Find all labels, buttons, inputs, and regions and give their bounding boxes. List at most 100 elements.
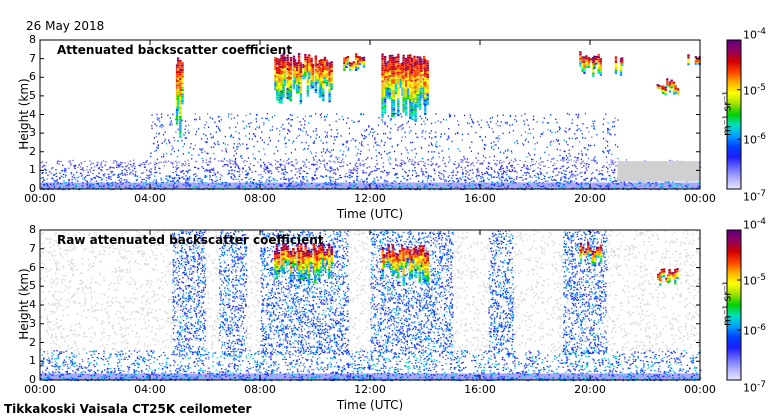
- bl-pixel: [337, 184, 340, 186]
- bl-pixel: [237, 164, 239, 167]
- bl-pixel: [525, 172, 528, 174]
- echo-pixel: [581, 154, 583, 157]
- cloud-pixel: [292, 57, 296, 60]
- bl-pixel: [339, 176, 342, 179]
- bl-pixel: [375, 185, 378, 188]
- bl-pixel: [140, 181, 143, 183]
- echo-pixel: [563, 157, 565, 159]
- cloud-pixel: [418, 90, 422, 93]
- bl-pixel: [477, 167, 479, 169]
- bl-pixel: [660, 186, 663, 188]
- bl-pixel: [382, 185, 385, 187]
- echo-pixel: [312, 130, 314, 132]
- bl-pixel: [81, 185, 84, 187]
- bl-pixel: [555, 185, 557, 187]
- bl-pixel: [110, 170, 112, 173]
- cloud-pixel: [283, 70, 287, 73]
- echo-pixel: [529, 132, 532, 135]
- bl-pixel: [575, 183, 578, 185]
- cloud-pixel: [288, 84, 291, 87]
- bl-pixel: [282, 160, 285, 162]
- cloud-pixel: [322, 76, 325, 79]
- cloud-pixel: [410, 86, 414, 89]
- cloud-pixel: [404, 60, 408, 63]
- cloud-pixel: [330, 76, 333, 79]
- echo-pixel: [461, 133, 464, 136]
- cloud-pixel: [404, 113, 408, 116]
- cloud-pixel: [587, 65, 591, 68]
- cloud-pixel: [354, 64, 358, 67]
- echo-pixel: [326, 141, 328, 144]
- echo-pixel: [609, 132, 611, 135]
- cloud-pixel: [316, 65, 319, 68]
- bl-pixel: [404, 170, 406, 173]
- cloud-pixel: [318, 66, 322, 69]
- bl-pixel: [267, 171, 270, 174]
- bl-pixel: [64, 185, 67, 187]
- bl-pixel: [322, 186, 324, 188]
- bl-pixel: [100, 184, 103, 187]
- bl-pixel: [479, 180, 481, 183]
- bl-pixel: [108, 184, 110, 186]
- bl-pixel: [555, 168, 557, 170]
- bl-pixel: [193, 185, 195, 188]
- cloud-pixel: [381, 104, 384, 107]
- bl-pixel: [535, 160, 538, 163]
- bl-pixel: [606, 171, 609, 173]
- cloud-pixel: [311, 68, 315, 71]
- cloud-pixel: [288, 80, 291, 83]
- bl-pixel: [556, 160, 559, 162]
- bl-pixel: [476, 168, 478, 171]
- bl-pixel: [267, 167, 269, 170]
- bl-pixel: [508, 175, 510, 178]
- bl-pixel: [209, 169, 211, 171]
- noise-pixel: [464, 345, 467, 348]
- cloud-pixel: [343, 68, 346, 71]
- cloud-pixel: [583, 63, 586, 66]
- bl-pixel: [250, 177, 252, 179]
- echo-pixel: [607, 141, 609, 143]
- cloud-pixel: [280, 65, 283, 68]
- bl-pixel: [329, 171, 331, 173]
- bl-pixel: [362, 172, 364, 174]
- echo-pixel: [229, 127, 231, 129]
- bl-pixel: [420, 168, 423, 170]
- cloud-pixel: [278, 81, 281, 84]
- bl-pixel: [414, 167, 416, 169]
- bl-pixel: [63, 180, 65, 182]
- echo-pixel: [357, 120, 359, 123]
- cloud-pixel: [345, 59, 348, 62]
- cloud-pixel: [397, 69, 400, 72]
- bl-pixel: [632, 187, 635, 189]
- echo-pixel: [584, 112, 587, 115]
- bl-pixel: [532, 170, 534, 173]
- bl-pixel: [482, 185, 485, 187]
- cloud-pixel: [179, 131, 182, 134]
- bl-pixel: [417, 161, 420, 163]
- echo-pixel: [432, 156, 434, 159]
- echo-pixel: [497, 124, 499, 127]
- cloud-pixel: [282, 68, 285, 71]
- bl-pixel: [318, 166, 321, 168]
- cloud-pixel: [402, 63, 405, 66]
- echo-pixel: [585, 154, 587, 156]
- echo-pixel: [171, 123, 173, 126]
- cloud-pixel: [687, 63, 690, 66]
- bl-pixel: [525, 174, 527, 176]
- cloud-pixel: [595, 62, 598, 65]
- bl-pixel: [575, 161, 577, 163]
- bl-pixel: [59, 177, 61, 179]
- bl-pixel: [411, 161, 413, 163]
- bl-pixel: [209, 176, 211, 178]
- bl-pixel: [308, 167, 311, 170]
- cloud-pixel: [308, 61, 311, 64]
- bl-pixel: [234, 162, 237, 165]
- bl-pixel: [685, 185, 687, 187]
- bl-pixel: [241, 171, 244, 173]
- bl-pixel: [182, 176, 184, 178]
- cloud-pixel: [424, 59, 427, 62]
- bl-pixel: [221, 165, 224, 167]
- bl-pixel: [211, 182, 214, 184]
- bl-pixel: [614, 183, 617, 185]
- bl-pixel: [306, 180, 308, 182]
